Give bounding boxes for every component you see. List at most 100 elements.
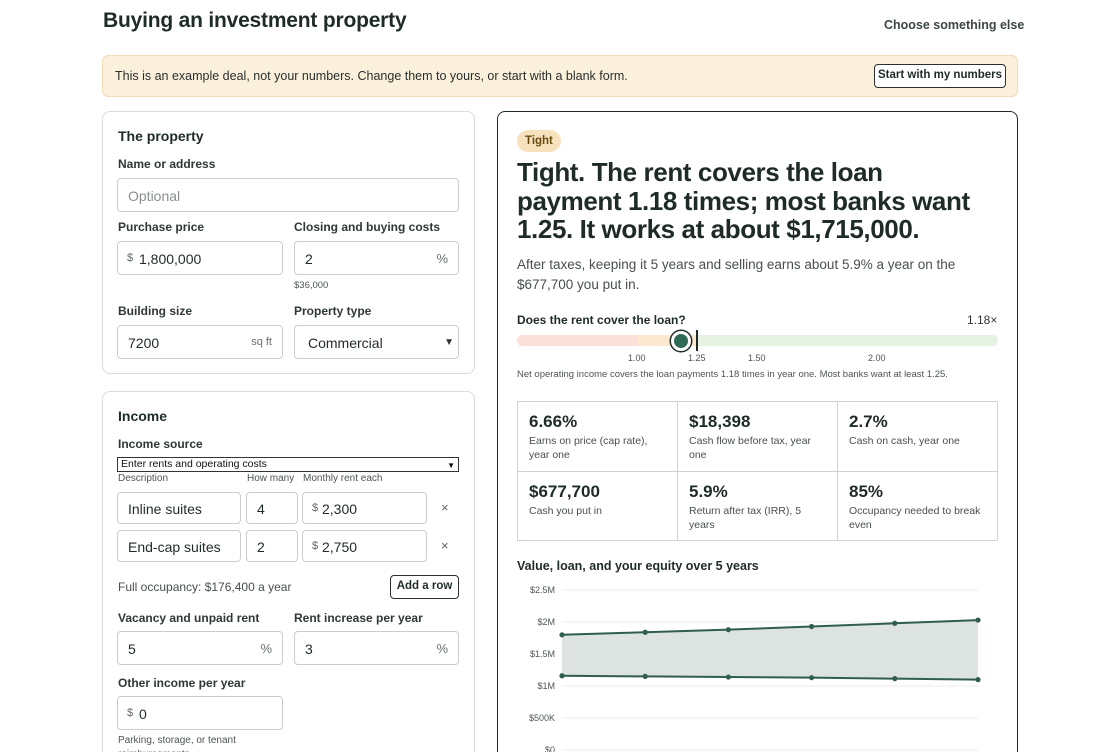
rent-coverage-ratio: 1.18×: [967, 313, 998, 327]
add-row-button[interactable]: Add a row: [390, 575, 459, 599]
gauge-tick-label: 2.00: [868, 353, 886, 363]
rent-row-rent: 2,750: [322, 539, 358, 555]
income-source-label: Income source: [118, 437, 203, 451]
chart-y-tick-label: $1M: [537, 681, 555, 691]
metric-value: $677,700: [529, 482, 600, 501]
percent-suffix: %: [436, 641, 448, 656]
chart-loan-point: [892, 676, 898, 682]
chevron-down-icon: ▼: [447, 461, 455, 470]
property-type-value: Commercial: [308, 335, 383, 351]
sqft-suffix: sq ft: [251, 336, 272, 348]
income-heading: Income: [118, 408, 168, 424]
metric-cash-on-cash: 2.7% Cash on cash, year one: [838, 402, 998, 472]
other-income-hint: Parking, storage, or tenant reimbursemen…: [118, 735, 236, 752]
dollar-prefix: $: [312, 502, 319, 514]
closing-costs-label: Closing and buying costs: [294, 220, 441, 234]
metric-value: $18,398: [689, 412, 751, 431]
chart-value-point: [725, 627, 731, 633]
remove-row-icon[interactable]: ×: [441, 538, 449, 553]
metric-label: Earns on price (cap rate), year one: [529, 435, 648, 461]
gauge-tick-label: 1.00: [628, 353, 646, 363]
property-type-select[interactable]: Commercial ▼: [294, 325, 459, 359]
metric-label: Cash you put in: [529, 505, 602, 517]
building-size-label: Building size: [118, 304, 193, 318]
rent-increase-input[interactable]: 3 %: [294, 631, 459, 665]
dollar-prefix: $: [127, 252, 134, 264]
remove-row-icon[interactable]: ×: [441, 500, 449, 515]
income-source-value: Enter rents and operating costs: [121, 458, 267, 470]
choose-something-else-link[interactable]: Choose something else: [884, 18, 1025, 32]
chart-loan-point: [559, 673, 565, 679]
percent-suffix: %: [436, 251, 448, 266]
dollar-prefix: $: [312, 540, 319, 552]
monthly-rent-column-header: Monthly rent each: [303, 473, 383, 484]
example-deal-banner: This is an example deal, not your number…: [102, 55, 1018, 97]
chart-y-tick-label: $0: [545, 745, 555, 752]
chart-y-tick-label: $2M: [537, 617, 555, 627]
purchase-price-label: Purchase price: [118, 220, 205, 234]
building-size-input[interactable]: 7200 sq ft: [117, 325, 283, 359]
description-column-header: Description: [118, 473, 169, 484]
chart-title: Value, loan, and your equity over 5 year…: [517, 559, 759, 573]
name-label: Name or address: [118, 157, 216, 171]
metric-cash-in: $677,700 Cash you put in: [518, 472, 678, 542]
closing-costs-input[interactable]: 2 %: [294, 241, 459, 275]
metrics-grid: 6.66% Earns on price (cap rate), year on…: [517, 401, 998, 541]
closing-costs-hint: $36,000: [294, 280, 329, 291]
income-source-select[interactable]: Enter rents and operating costs ▼: [117, 457, 459, 472]
metric-label: Cash flow before tax, year one: [689, 435, 811, 461]
chart-value-point: [975, 617, 981, 623]
start-with-my-numbers-button[interactable]: Start with my numbers: [874, 64, 1006, 88]
metric-label: Return after tax (IRR), 5 years: [689, 505, 802, 531]
metric-value: 85%: [849, 482, 884, 501]
chart-loan-point: [642, 673, 648, 679]
rent-row-count-input[interactable]: 4: [246, 492, 298, 524]
rent-row-rent: 2,300: [322, 501, 358, 517]
after-tax-summary: After taxes, keeping it 5 years and sell…: [517, 257, 956, 292]
rent-row-rent-input[interactable]: $ 2,300: [302, 492, 427, 524]
vacancy-input[interactable]: 5 %: [117, 631, 283, 665]
purchase-price-value: 1,800,000: [139, 251, 202, 267]
rent-row-count: 4: [257, 501, 265, 517]
status-badge: Tight: [517, 130, 561, 152]
rent-row-description-input[interactable]: End-cap suites: [117, 530, 241, 562]
how-many-column-header: How many: [247, 473, 295, 484]
property-type-label: Property type: [294, 304, 372, 318]
coverage-gauge-marker: [671, 331, 691, 351]
percent-suffix: %: [260, 641, 272, 656]
metric-value: 6.66%: [529, 412, 578, 431]
purchase-price-input[interactable]: $ 1,800,000: [117, 241, 283, 275]
rent-row-count-input[interactable]: 2: [246, 530, 298, 562]
chart-y-tick-label: $500K: [529, 713, 555, 723]
other-income-label: Other income per year: [118, 676, 246, 690]
page-title: Buying an investment property: [103, 9, 407, 32]
rent-row-description-input[interactable]: Inline suites: [117, 492, 241, 524]
other-income-value: 0: [139, 706, 147, 722]
vacancy-value: 5: [128, 641, 136, 657]
income-card: [102, 391, 475, 752]
metric-value: 5.9%: [689, 482, 728, 501]
chart-loan-point: [809, 675, 815, 681]
gauge-tick-label: 1.50: [748, 353, 766, 363]
metric-label: Occupancy needed to break even: [849, 505, 981, 531]
full-occupancy-text: Full occupancy: $176,400 a year: [118, 580, 292, 594]
rent-row-description: Inline suites: [128, 501, 202, 517]
chart-loan-point: [725, 674, 731, 680]
grid-divider: [518, 471, 997, 472]
rent-row-count: 2: [257, 539, 265, 555]
rent-row-rent-input[interactable]: $ 2,750: [302, 530, 427, 562]
vacancy-label: Vacancy and unpaid rent: [118, 611, 260, 625]
dollar-prefix: $: [127, 707, 134, 719]
other-income-input[interactable]: $ 0: [117, 696, 283, 730]
closing-costs-value: 2: [305, 251, 313, 267]
metric-cap-rate: 6.66% Earns on price (cap rate), year on…: [518, 402, 678, 472]
chevron-down-icon: ▼: [444, 337, 454, 348]
name-input[interactable]: Optional: [117, 178, 459, 212]
rent-increase-label: Rent increase per year: [294, 611, 423, 625]
chart-value-point: [642, 629, 648, 635]
banner-text: This is an example deal, not your number…: [115, 69, 628, 83]
metric-cash-flow: $18,398 Cash flow before tax, year one: [678, 402, 838, 472]
bank-target-marker: [696, 330, 698, 351]
chart-equity-area: [562, 620, 978, 680]
chart-y-tick-label: $2.5M: [530, 585, 555, 595]
